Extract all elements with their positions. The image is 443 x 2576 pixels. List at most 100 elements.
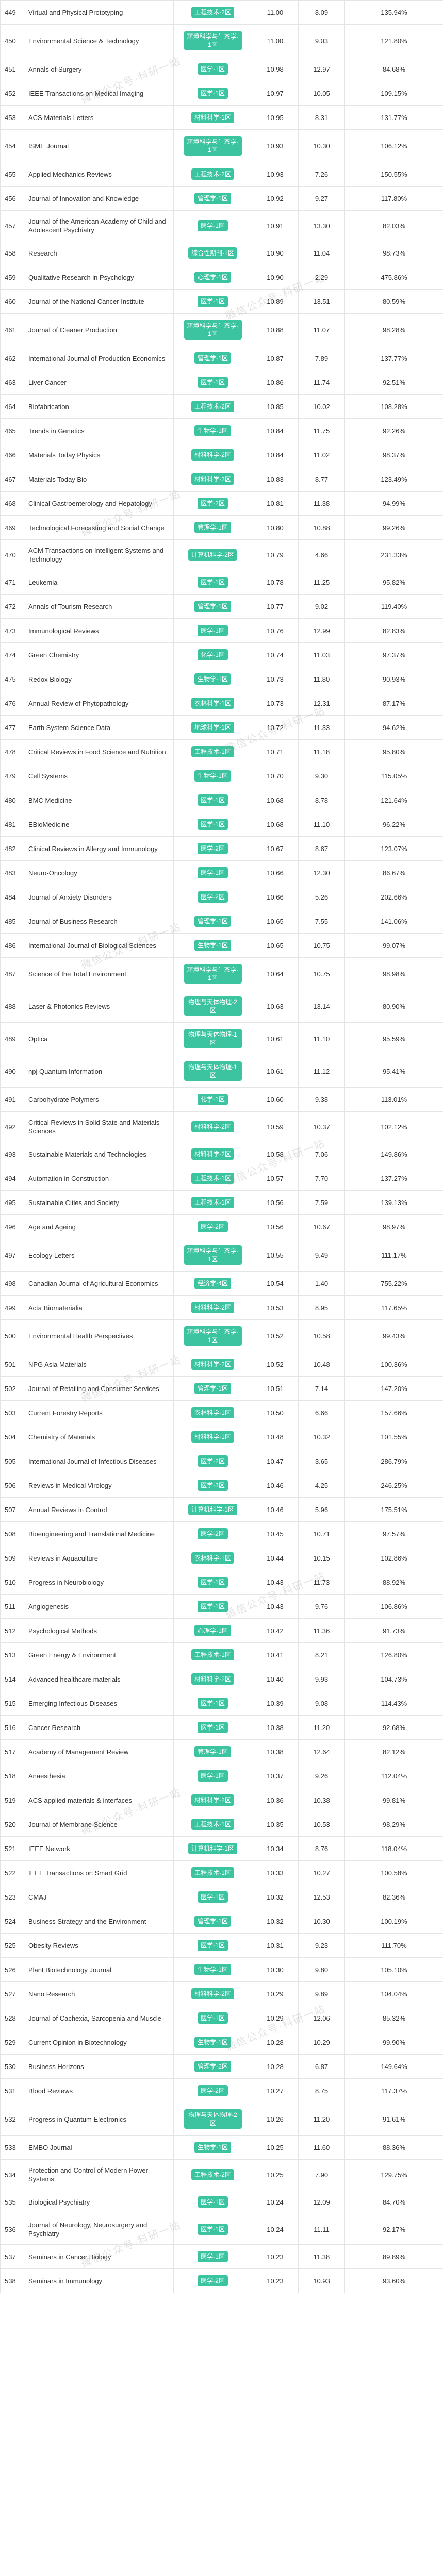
category-cell: 工程技术-1区: [173, 1642, 252, 1667]
rank-cell: 503: [0, 1400, 24, 1425]
if-previous-cell: 10.27: [298, 1860, 345, 1885]
category-cell: 材料科学-2区: [173, 1788, 252, 1812]
category-zone-badge: 材料科学-2区: [191, 1673, 234, 1685]
if-latest-cell: 10.87: [252, 346, 299, 370]
category-cell: 生物学-1区: [173, 2135, 252, 2160]
rank-cell: 517: [0, 1739, 24, 1764]
if-latest-cell: 10.56: [252, 1190, 299, 1215]
category-cell: 医学-1区: [173, 1594, 252, 1619]
category-cell: 物理与天体物理-1区: [173, 1055, 252, 1088]
if-previous-cell: 9.27: [298, 186, 345, 211]
percent-change-cell: 96.22%: [344, 812, 443, 837]
category-zone-badge: 管理学-1区: [194, 601, 231, 612]
rank-cell: 459: [0, 265, 24, 290]
journal-name-cell: Trends in Genetics: [24, 418, 174, 443]
percent-change-cell: 100.58%: [344, 1860, 443, 1885]
category-cell: 材料科学-3区: [173, 467, 252, 492]
category-zone-badge: 材料科学-2区: [191, 1121, 234, 1132]
journal-name-cell: Progress in Quantum Electronics: [24, 2103, 174, 2136]
percent-change-cell: 106.12%: [344, 129, 443, 162]
journal-name-cell: Annual Review of Phytopathology: [24, 691, 174, 716]
category-cell: 工程技术-2区: [173, 394, 252, 419]
table-row: 506 Reviews in Medical Virology 医学-3区 10.46…: [0, 1473, 443, 1498]
if-latest-cell: 10.48: [252, 1425, 299, 1449]
if-latest-cell: 10.26: [252, 2103, 299, 2136]
table-row: 513 Green Energy & Environment 工程技术-1区 10.4…: [0, 1642, 443, 1667]
percent-change-cell: 119.40%: [344, 594, 443, 619]
percent-change-cell: 108.28%: [344, 394, 443, 419]
if-previous-cell: 11.25: [298, 570, 345, 595]
if-latest-cell: 11.00: [252, 0, 299, 25]
category-cell: 材料科学-2区: [173, 1352, 252, 1377]
category-cell: 医学-2区: [173, 1449, 252, 1473]
journal-name-cell: Blood Reviews: [24, 2078, 174, 2103]
category-cell: 计算机科学-1区: [173, 1497, 252, 1522]
rank-cell: 534: [0, 2159, 24, 2190]
if-latest-cell: 10.23: [252, 2268, 299, 2293]
if-latest-cell: 10.31: [252, 1933, 299, 1958]
percent-change-cell: 89.89%: [344, 2244, 443, 2269]
percent-change-cell: 137.77%: [344, 346, 443, 370]
percent-change-cell: 91.73%: [344, 1618, 443, 1643]
journal-name-cell: Leukemia: [24, 570, 174, 595]
rank-cell: 476: [0, 691, 24, 716]
category-cell: 医学-1区: [173, 570, 252, 595]
table-row: 453 ACS Materials Letters 材料科学-1区 10.95 8.31…: [0, 105, 443, 130]
table-row: 477 Earth System Science Data 地球科学-1区 10.72…: [0, 715, 443, 740]
table-row: 525 Obesity Reviews 医学-1区 10.31 9.23 111.70%: [0, 1933, 443, 1958]
category-zone-badge: 综合性期刊-1区: [188, 247, 237, 259]
journal-name-cell: Cell Systems: [24, 764, 174, 788]
category-zone-badge: 材料科学-2区: [191, 1988, 234, 1999]
if-previous-cell: 9.03: [298, 24, 345, 57]
journal-name-cell: EMBO Journal: [24, 2135, 174, 2160]
rank-cell: 504: [0, 1425, 24, 1449]
if-previous-cell: 10.88: [298, 515, 345, 540]
category-cell: 工程技术-2区: [173, 2159, 252, 2190]
journal-name-cell: Materials Today Bio: [24, 467, 174, 492]
percent-change-cell: 149.86%: [344, 1142, 443, 1166]
journal-name-cell: Clinical Gastroenterology and Hepatology: [24, 491, 174, 516]
category-zone-badge: 医学-2区: [198, 498, 228, 509]
percent-change-cell: 123.49%: [344, 467, 443, 492]
percent-change-cell: 126.80%: [344, 1642, 443, 1667]
category-cell: 生物学-1区: [173, 667, 252, 691]
percent-change-cell: 100.19%: [344, 1909, 443, 1934]
journal-name-cell: Advanced healthcare materials: [24, 1667, 174, 1691]
table-row: 469 Technological Forecasting and Social …: [0, 515, 443, 540]
if-previous-cell: 12.64: [298, 1739, 345, 1764]
percent-change-cell: 93.60%: [344, 2268, 443, 2293]
journal-name-cell: Seminars in Cancer Biology: [24, 2244, 174, 2269]
if-previous-cell: 10.15: [298, 1546, 345, 1570]
if-previous-cell: 9.02: [298, 594, 345, 619]
if-previous-cell: 10.38: [298, 1788, 345, 1812]
if-latest-cell: 10.67: [252, 836, 299, 861]
journal-name-cell: ACS Materials Letters: [24, 105, 174, 130]
rank-cell: 513: [0, 1642, 24, 1667]
rank-cell: 457: [0, 210, 24, 241]
category-zone-badge: 管理学-1区: [194, 1746, 231, 1757]
category-zone-badge: 物理与天体物理-2区: [184, 2109, 242, 2129]
table-row: 488 Laser & Photonics Reviews 物理与天体物理-2区 10…: [0, 990, 443, 1023]
table-row: 538 Seminars in Immunology 医学-2区 10.23 10.93…: [0, 2268, 443, 2293]
percent-change-cell: 84.68%: [344, 57, 443, 81]
if-latest-cell: 10.98: [252, 57, 299, 81]
rank-cell: 465: [0, 418, 24, 443]
journal-name-cell: Business Strategy and the Environment: [24, 1909, 174, 1934]
journal-name-cell: Annals of Surgery: [24, 57, 174, 81]
category-zone-badge: 医学-1区: [198, 1770, 228, 1782]
if-latest-cell: 10.32: [252, 1885, 299, 1909]
if-latest-cell: 10.88: [252, 313, 299, 346]
if-previous-cell: 8.21: [298, 1642, 345, 1667]
if-previous-cell: 7.59: [298, 1190, 345, 1215]
journal-name-cell: Liver Cancer: [24, 370, 174, 395]
percent-change-cell: 99.81%: [344, 1788, 443, 1812]
if-latest-cell: 10.44: [252, 1546, 299, 1570]
if-latest-cell: 10.46: [252, 1497, 299, 1522]
percent-change-cell: 99.07%: [344, 933, 443, 958]
table-row: 498 Canadian Journal of Agricultural Econ…: [0, 1271, 443, 1296]
journal-table: 449 Virtual and Physical Prototyping 工程技术-…: [0, 0, 443, 2293]
percent-change-cell: 87.17%: [344, 691, 443, 716]
percent-change-cell: 101.55%: [344, 1425, 443, 1449]
category-cell: 材料科学-1区: [173, 105, 252, 130]
if-previous-cell: 7.89: [298, 346, 345, 370]
